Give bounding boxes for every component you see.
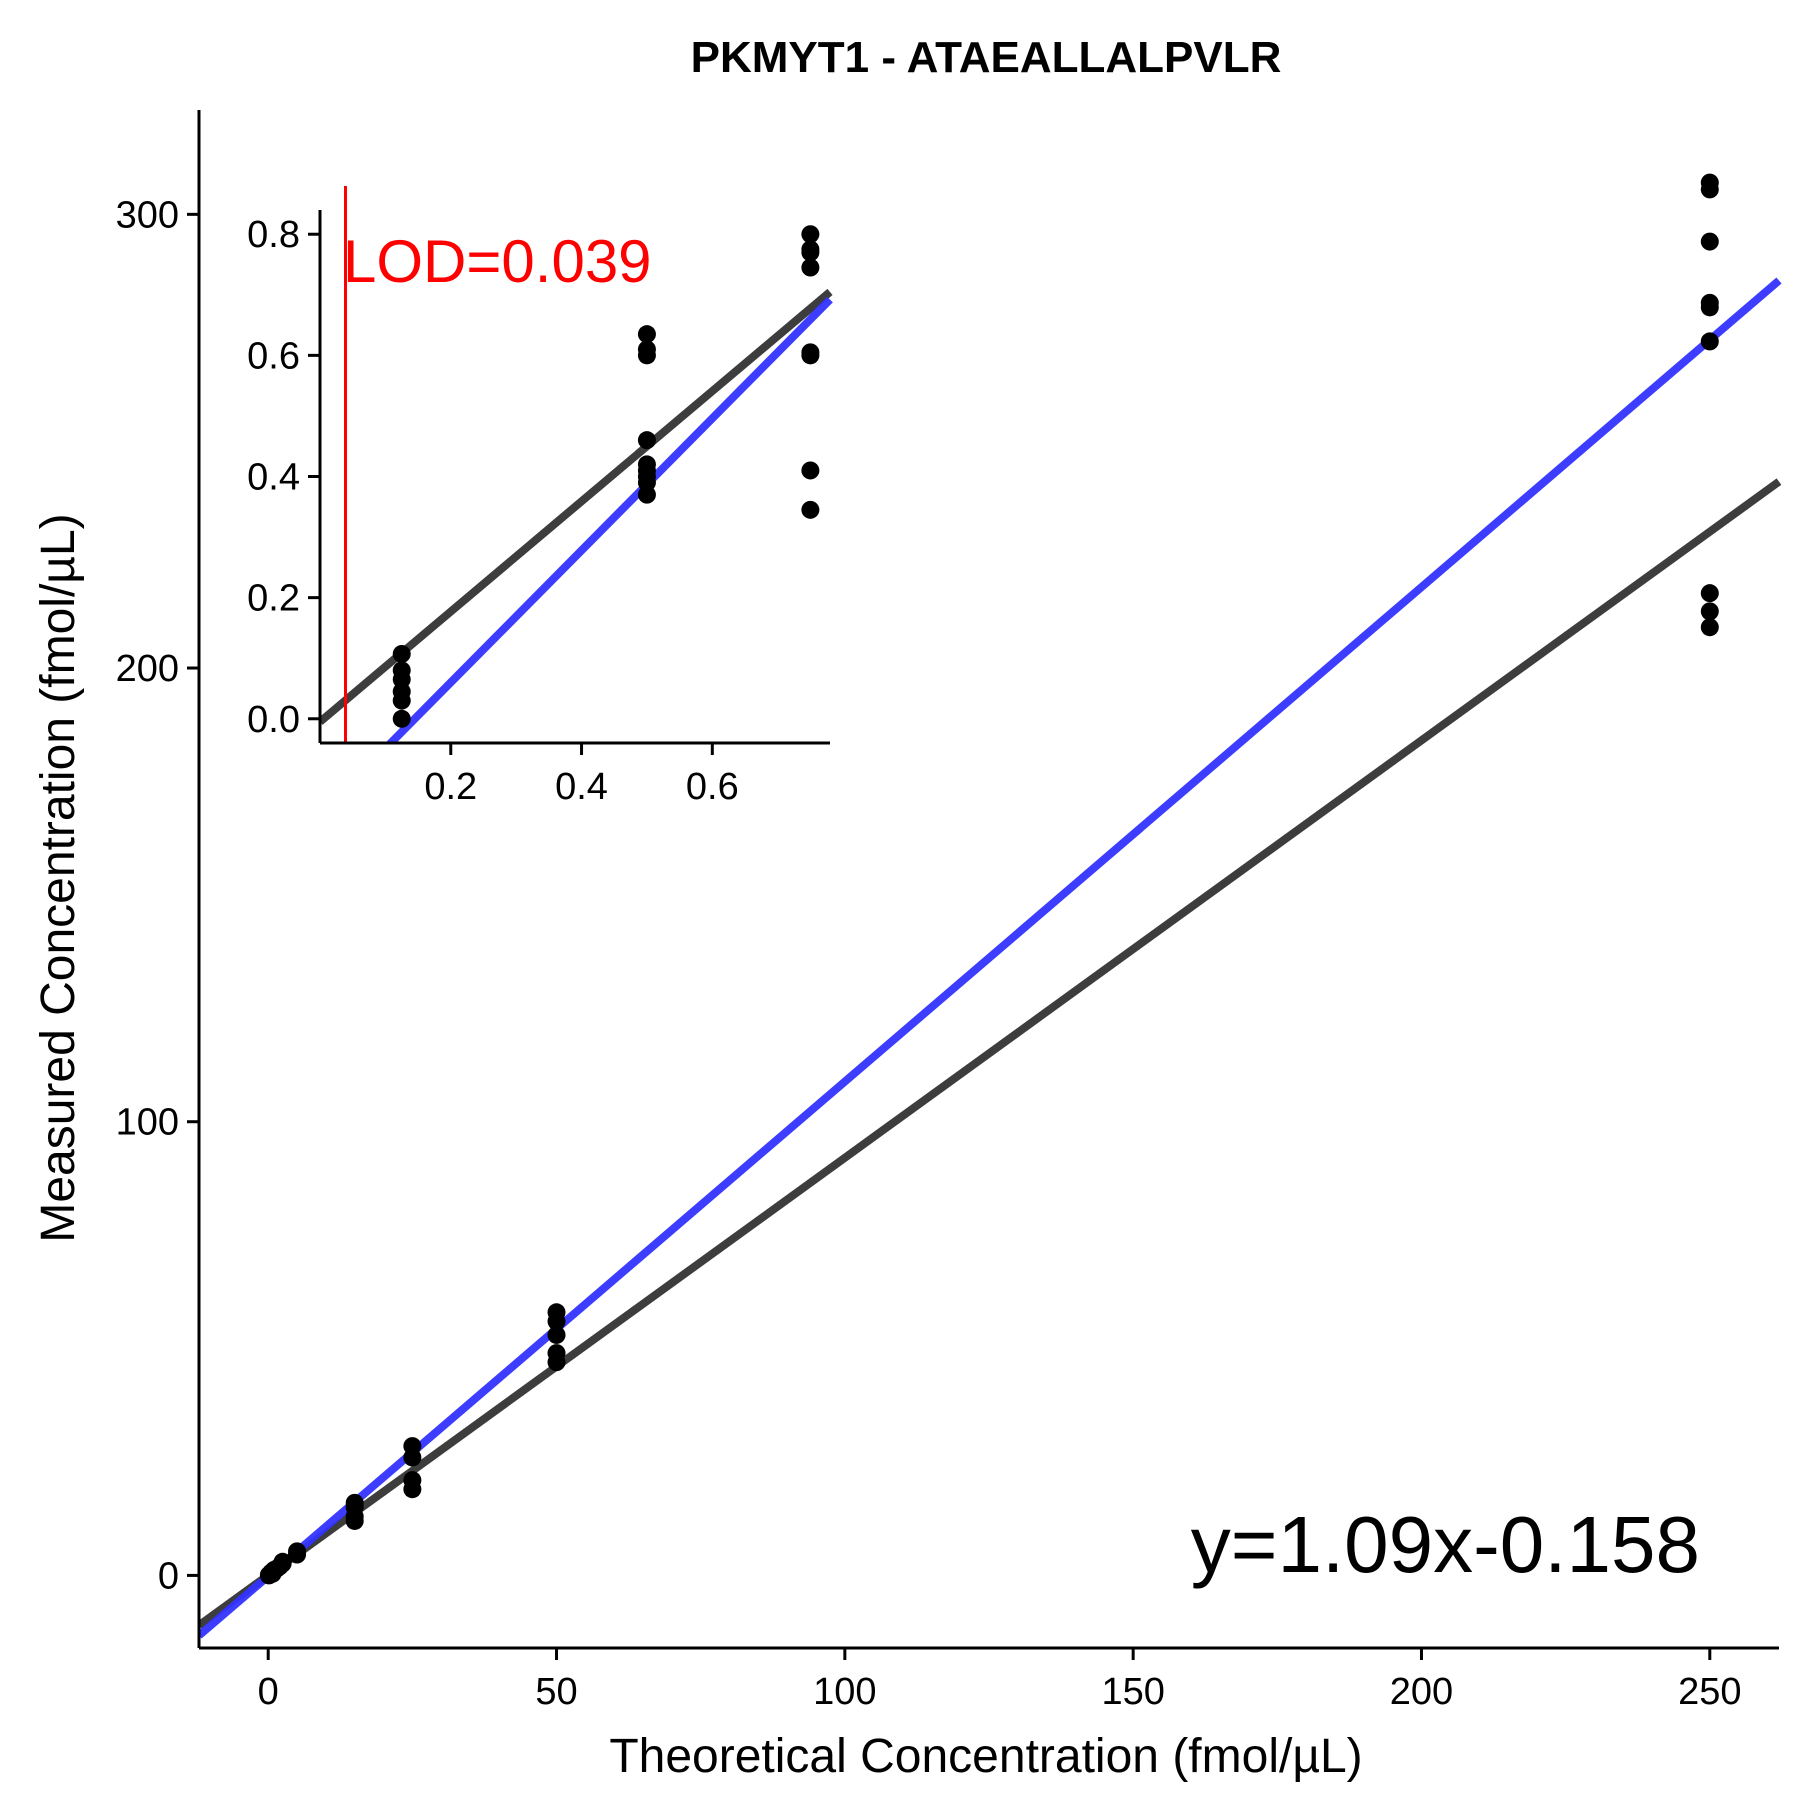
x-tick-label: 0	[258, 1671, 279, 1713]
x-tick-label: 150	[1101, 1671, 1164, 1713]
data-point	[547, 1344, 566, 1363]
x-tick-label: 250	[1678, 1671, 1741, 1713]
data-point	[637, 455, 656, 474]
data-point	[392, 661, 411, 680]
data-point	[392, 709, 411, 728]
x-tick-label: 50	[535, 1671, 577, 1713]
x-tick-label: 200	[1390, 1671, 1453, 1713]
data-point	[801, 500, 820, 519]
data-point	[1700, 293, 1719, 312]
y-tick-label: 0.6	[247, 335, 300, 377]
data-point	[1700, 173, 1719, 192]
y-tick-label: 200	[116, 648, 179, 690]
inset-plot: 0.2 0.4 0.6 0.0 0.2 0.4 0.6 0.8	[247, 186, 833, 808]
data-point	[1700, 618, 1719, 637]
y-tick-label: 0.4	[247, 457, 300, 499]
data-point	[637, 340, 656, 359]
x-axis-title: Theoretical Concentration (fmol/µL)	[609, 1730, 1362, 1783]
data-point	[1700, 232, 1719, 251]
data-point	[403, 1471, 422, 1490]
data-point	[637, 431, 656, 450]
x-tick-label: 0.2	[424, 766, 477, 808]
data-point	[273, 1552, 292, 1571]
data-point	[1700, 332, 1719, 351]
data-point	[801, 461, 820, 480]
chart-title: PKMYT1 - ATAEALLALPVLR	[691, 33, 1282, 82]
data-point	[288, 1542, 307, 1561]
x-tick-label: 100	[813, 1671, 876, 1713]
y-tick-label: 300	[116, 194, 179, 236]
identity-line	[199, 478, 1782, 1629]
lod-label: LOD=0.039	[343, 228, 652, 295]
data-point	[1700, 602, 1719, 621]
regression-line	[199, 277, 1782, 1639]
data-point	[801, 240, 820, 259]
y-tick-label: 0.8	[247, 214, 300, 256]
data-point	[547, 1303, 566, 1322]
inset-fit-lines	[320, 288, 833, 743]
main-fit-lines	[199, 277, 1782, 1639]
y-tick-label: 0.2	[247, 578, 300, 620]
regression-line	[385, 296, 833, 743]
data-point	[392, 644, 411, 663]
inset-points	[392, 225, 820, 728]
data-point	[801, 343, 820, 362]
y-tick-label: 100	[116, 1102, 179, 1144]
y-tick-label: 0.0	[247, 699, 300, 741]
main-points	[259, 173, 1719, 1585]
data-point	[1700, 584, 1719, 603]
y-tick-label: 0	[158, 1555, 179, 1597]
y-axis-title: Measured Concentration (fmol/µL)	[32, 513, 85, 1242]
regression-equation: y=1.09x-0.158	[1191, 1500, 1700, 1589]
data-point	[801, 225, 820, 244]
x-tick-label: 0.4	[555, 766, 608, 808]
data-point	[345, 1493, 364, 1512]
data-point	[403, 1437, 422, 1456]
x-tick-label: 0.6	[686, 766, 739, 808]
main-plot: 0 50 100 150 200 250 0 100 200 300	[116, 110, 1782, 1713]
data-point	[637, 325, 656, 344]
data-point	[801, 258, 820, 277]
data-point	[547, 1325, 566, 1344]
